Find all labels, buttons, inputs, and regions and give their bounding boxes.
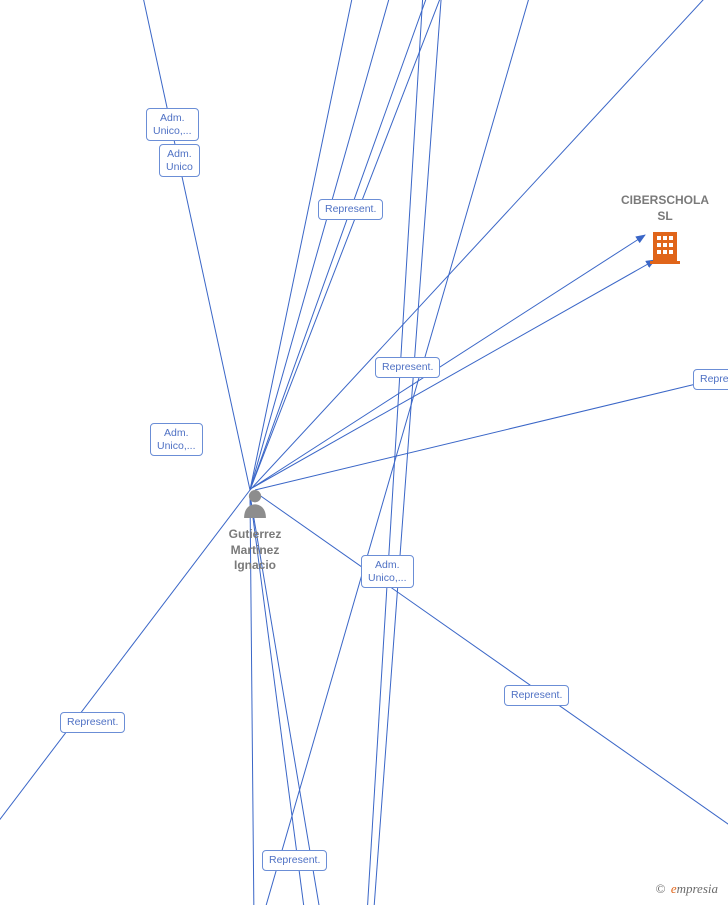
node-person-label: GutierrezMartinezIgnacio (215, 527, 295, 574)
edge-label: Adm.Unico,... (361, 555, 414, 588)
edge-label: Adm.Unico,... (150, 423, 203, 456)
watermark: © empresia (656, 881, 718, 897)
node-person[interactable]: GutierrezMartinezIgnacio (215, 488, 295, 574)
node-company[interactable]: CIBERSCHOLASL (605, 193, 725, 269)
edge-label: Represent. (375, 357, 440, 378)
edge-label: Represent. (693, 369, 728, 390)
copyright-symbol: © (656, 881, 666, 896)
edge-label: Adm.Unico,... (146, 108, 199, 141)
edge-label: Represent. (504, 685, 569, 706)
edge-label: Represent. (60, 712, 125, 733)
edge-label: Represent. (262, 850, 327, 871)
diagram-edges (0, 0, 728, 905)
node-company-label: CIBERSCHOLASL (605, 193, 725, 224)
person-icon (241, 488, 269, 518)
edge-label: Represent. (318, 199, 383, 220)
edge-label: Adm.Unico (159, 144, 200, 177)
building-icon (650, 230, 680, 264)
watermark-brand-rest: mpresia (677, 881, 718, 896)
